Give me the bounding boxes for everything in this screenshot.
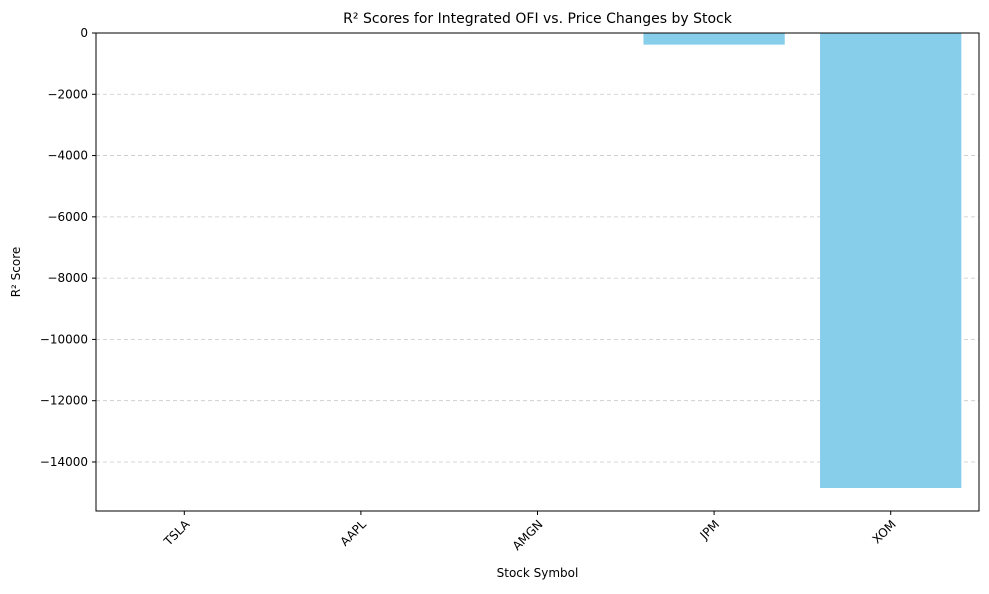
bar-xom	[820, 33, 961, 488]
x-tick-label-xom: XOM	[870, 517, 899, 546]
bars	[114, 33, 962, 488]
y-axis-label: R² Score	[9, 247, 23, 298]
y-tick-label: −10000	[40, 332, 88, 346]
y-tick-label: −14000	[40, 455, 88, 469]
y-tick-label: 0	[80, 26, 88, 40]
x-axis-ticks: TSLA AAPL AMGN JPM XOM	[161, 511, 899, 553]
chart-title: R² Scores for Integrated OFI vs. Price C…	[343, 11, 733, 27]
y-axis-ticks: 0 −2000 −4000 −6000 −8000 −10000 −12000 −14000	[40, 26, 96, 469]
x-tick-label-amgn: AMGN	[510, 517, 546, 553]
y-tick-label: −12000	[40, 394, 88, 408]
y-tick-label: −6000	[47, 210, 88, 224]
x-tick-label-aapl: AAPL	[337, 517, 369, 549]
x-tick-label-tsla: TSLA	[161, 517, 193, 549]
x-tick-label-jpm: JPM	[697, 517, 723, 543]
y-tick-label: −2000	[47, 87, 88, 101]
y-tick-label: −4000	[47, 149, 88, 163]
x-axis-label: Stock Symbol	[497, 566, 579, 580]
y-tick-label: −8000	[47, 271, 88, 285]
bar-jpm	[643, 33, 784, 45]
